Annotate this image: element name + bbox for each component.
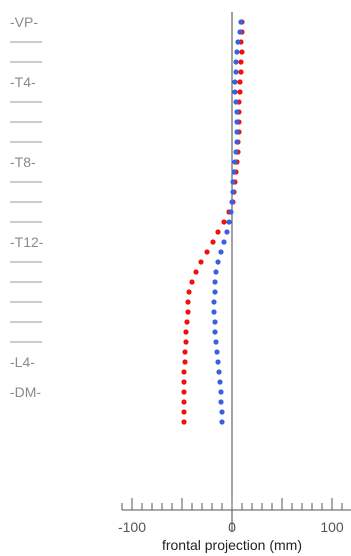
vertebra-label: -T12- [10, 234, 44, 250]
vertebra-label: -VP- [10, 14, 38, 30]
blue-series-point [233, 59, 238, 64]
vertebra-label: -T8- [10, 154, 36, 170]
vertebra-label: -T4- [10, 74, 36, 90]
red-series-point [183, 329, 188, 334]
blue-series-point [224, 229, 229, 234]
blue-series-point [212, 329, 217, 334]
red-series-point [193, 269, 198, 274]
red-series-point [181, 419, 186, 424]
blue-series-point [213, 269, 218, 274]
blue-series-point [233, 69, 238, 74]
blue-series-point [211, 309, 216, 314]
red-series-point [181, 379, 186, 384]
blue-series-point [233, 149, 238, 154]
x-tick-label: -100 [118, 519, 146, 535]
blue-series-point [238, 19, 243, 24]
blue-series-point [219, 419, 224, 424]
red-series-point [182, 359, 187, 364]
blue-series-point [234, 119, 239, 124]
red-series-point [238, 59, 243, 64]
blue-series-point [215, 259, 220, 264]
vertebra-level-labels: -VP- -T4- -T8- -T12- -L4- -DM- [10, 14, 44, 400]
data-points [181, 19, 244, 424]
x-axis: -100 0 100 [118, 498, 351, 535]
blue-series-point [230, 179, 235, 184]
red-series-point [183, 339, 188, 344]
red-series-point [181, 369, 186, 374]
x-tick-label: 0 [228, 519, 236, 535]
blue-series-point [234, 139, 239, 144]
blue-series-point [234, 49, 239, 54]
blue-series-point [212, 289, 217, 294]
blue-series-point [228, 209, 233, 214]
blue-series-point [221, 239, 226, 244]
blue-series-point [232, 79, 237, 84]
blue-series-point [230, 189, 235, 194]
red-series-point [181, 409, 186, 414]
blue-series-point [232, 89, 237, 94]
red-series-point [181, 389, 186, 394]
blue-series-point [212, 319, 217, 324]
red-series-point [181, 399, 186, 404]
vertebra-label: -L4- [10, 354, 35, 370]
red-series-point [185, 309, 190, 314]
red-series-point [238, 69, 243, 74]
blue-series-point [217, 379, 222, 384]
red-series-point [186, 289, 191, 294]
red-series-point [182, 349, 187, 354]
x-tick-label: 100 [320, 519, 344, 535]
blue-series-point [234, 109, 239, 114]
blue-series-point [232, 159, 237, 164]
blue-series-point [211, 299, 216, 304]
red-series-point [210, 239, 215, 244]
red-series-point [221, 219, 226, 224]
red-series-point [237, 79, 242, 84]
blue-series-point [212, 279, 217, 284]
blue-series-point [235, 39, 240, 44]
blue-series-point [215, 359, 220, 364]
red-series-point [204, 249, 209, 254]
red-series-point [184, 319, 189, 324]
blue-series-point [218, 399, 223, 404]
blue-series-point [237, 29, 242, 34]
red-series-point [239, 49, 244, 54]
blue-series-point [218, 389, 223, 394]
red-series-point [185, 299, 190, 304]
blue-series-point [213, 339, 218, 344]
blue-series-point [218, 249, 223, 254]
blue-series-point [229, 199, 234, 204]
vertebra-label: -DM- [10, 384, 41, 400]
x-axis-label: frontal projection (mm) [162, 537, 302, 553]
red-series-point [189, 279, 194, 284]
blue-series-point [231, 169, 236, 174]
blue-series-point [214, 349, 219, 354]
blue-series-point [216, 369, 221, 374]
blue-series-point [234, 129, 239, 134]
blue-series-point [226, 219, 231, 224]
blue-series-point [233, 99, 238, 104]
red-series-point [215, 229, 220, 234]
red-series-point [237, 89, 242, 94]
red-series-point [198, 259, 203, 264]
blue-series-point [219, 409, 224, 414]
